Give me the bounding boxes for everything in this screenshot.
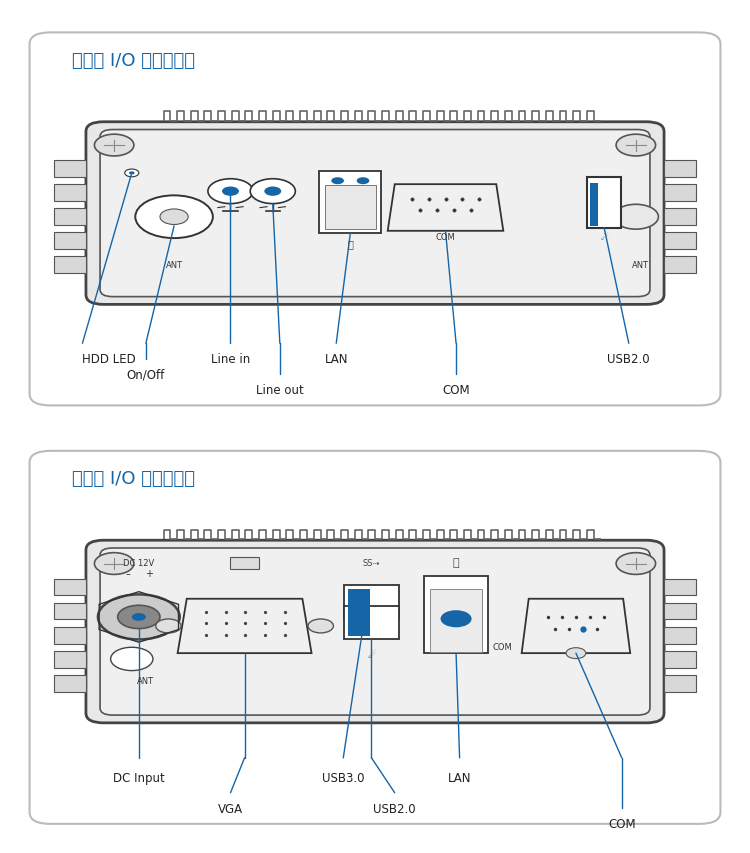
Circle shape	[332, 178, 344, 185]
Text: –: –	[126, 568, 130, 578]
Circle shape	[98, 595, 180, 640]
Circle shape	[132, 613, 146, 621]
Bar	[54, 185, 86, 202]
Circle shape	[222, 188, 239, 196]
Text: 前面板 I/O 扩展布局图: 前面板 I/O 扩展布局图	[72, 51, 195, 69]
Bar	[348, 589, 370, 615]
Bar	[590, 184, 598, 227]
Text: ☄: ☄	[600, 233, 608, 242]
Bar	[664, 603, 696, 620]
Bar	[325, 185, 376, 230]
Text: COM: COM	[608, 817, 635, 831]
Bar	[344, 585, 399, 618]
FancyBboxPatch shape	[100, 131, 650, 297]
Bar	[54, 161, 86, 177]
Text: ⌖: ⌖	[347, 239, 353, 248]
Bar	[54, 651, 86, 668]
Bar	[664, 185, 696, 202]
Text: ⌖: ⌖	[453, 558, 460, 567]
Text: On/Off: On/Off	[127, 368, 165, 381]
Text: DC 12V: DC 12V	[123, 558, 154, 567]
Bar	[430, 589, 482, 652]
Circle shape	[616, 135, 656, 157]
Circle shape	[156, 619, 182, 633]
Bar	[54, 627, 86, 644]
Circle shape	[94, 553, 134, 575]
Bar	[54, 579, 86, 595]
Text: ☄: ☄	[367, 650, 376, 659]
Circle shape	[111, 647, 153, 670]
Bar	[54, 257, 86, 274]
Bar	[664, 209, 696, 226]
Text: SS⇢: SS⇢	[363, 558, 380, 567]
Circle shape	[264, 188, 281, 196]
Circle shape	[308, 619, 334, 633]
Text: LAN: LAN	[325, 353, 348, 366]
Text: COM: COM	[436, 233, 455, 242]
Circle shape	[614, 205, 658, 230]
FancyBboxPatch shape	[100, 548, 650, 715]
Circle shape	[616, 553, 656, 575]
Bar	[54, 209, 86, 226]
Text: USB3.0: USB3.0	[322, 771, 364, 784]
FancyBboxPatch shape	[29, 33, 721, 406]
Bar	[664, 627, 696, 644]
Circle shape	[160, 210, 188, 225]
Bar	[348, 610, 370, 636]
Polygon shape	[522, 599, 630, 653]
Text: COM: COM	[442, 384, 470, 397]
Bar	[664, 675, 696, 692]
Circle shape	[566, 648, 586, 659]
Bar	[54, 233, 86, 250]
Polygon shape	[388, 185, 503, 231]
Bar	[587, 178, 621, 229]
Text: 后面板 I/O 扩展布局图: 后面板 I/O 扩展布局图	[72, 469, 195, 487]
Circle shape	[94, 135, 134, 157]
Circle shape	[118, 606, 160, 629]
FancyBboxPatch shape	[86, 541, 664, 723]
Bar	[424, 576, 488, 653]
Text: ANT: ANT	[632, 260, 650, 270]
Text: ANT: ANT	[137, 676, 154, 686]
Bar	[320, 171, 381, 234]
FancyBboxPatch shape	[86, 123, 664, 305]
Bar	[230, 557, 259, 569]
Text: HDD LED: HDD LED	[82, 353, 136, 366]
Text: VGA: VGA	[218, 802, 243, 815]
Text: USB2.0: USB2.0	[374, 802, 416, 815]
Text: COM: COM	[492, 642, 512, 651]
Text: Line out: Line out	[256, 384, 304, 397]
Bar	[664, 579, 696, 595]
Bar	[664, 161, 696, 177]
Circle shape	[135, 196, 213, 239]
Bar	[54, 603, 86, 620]
Text: +: +	[146, 568, 154, 578]
Text: ANT: ANT	[166, 260, 183, 270]
Bar	[54, 675, 86, 692]
Text: LAN: LAN	[448, 771, 471, 784]
Bar	[664, 257, 696, 274]
Text: DC Input: DC Input	[113, 771, 165, 784]
Bar	[344, 606, 399, 639]
Text: USB2.0: USB2.0	[608, 353, 650, 366]
FancyBboxPatch shape	[29, 451, 721, 824]
Circle shape	[124, 170, 139, 177]
Circle shape	[251, 179, 296, 205]
Text: Line in: Line in	[211, 353, 250, 366]
Polygon shape	[178, 599, 311, 653]
Circle shape	[440, 611, 472, 628]
Circle shape	[208, 179, 253, 205]
Bar	[664, 233, 696, 250]
Circle shape	[357, 178, 369, 185]
Circle shape	[129, 172, 134, 175]
Bar	[664, 651, 696, 668]
